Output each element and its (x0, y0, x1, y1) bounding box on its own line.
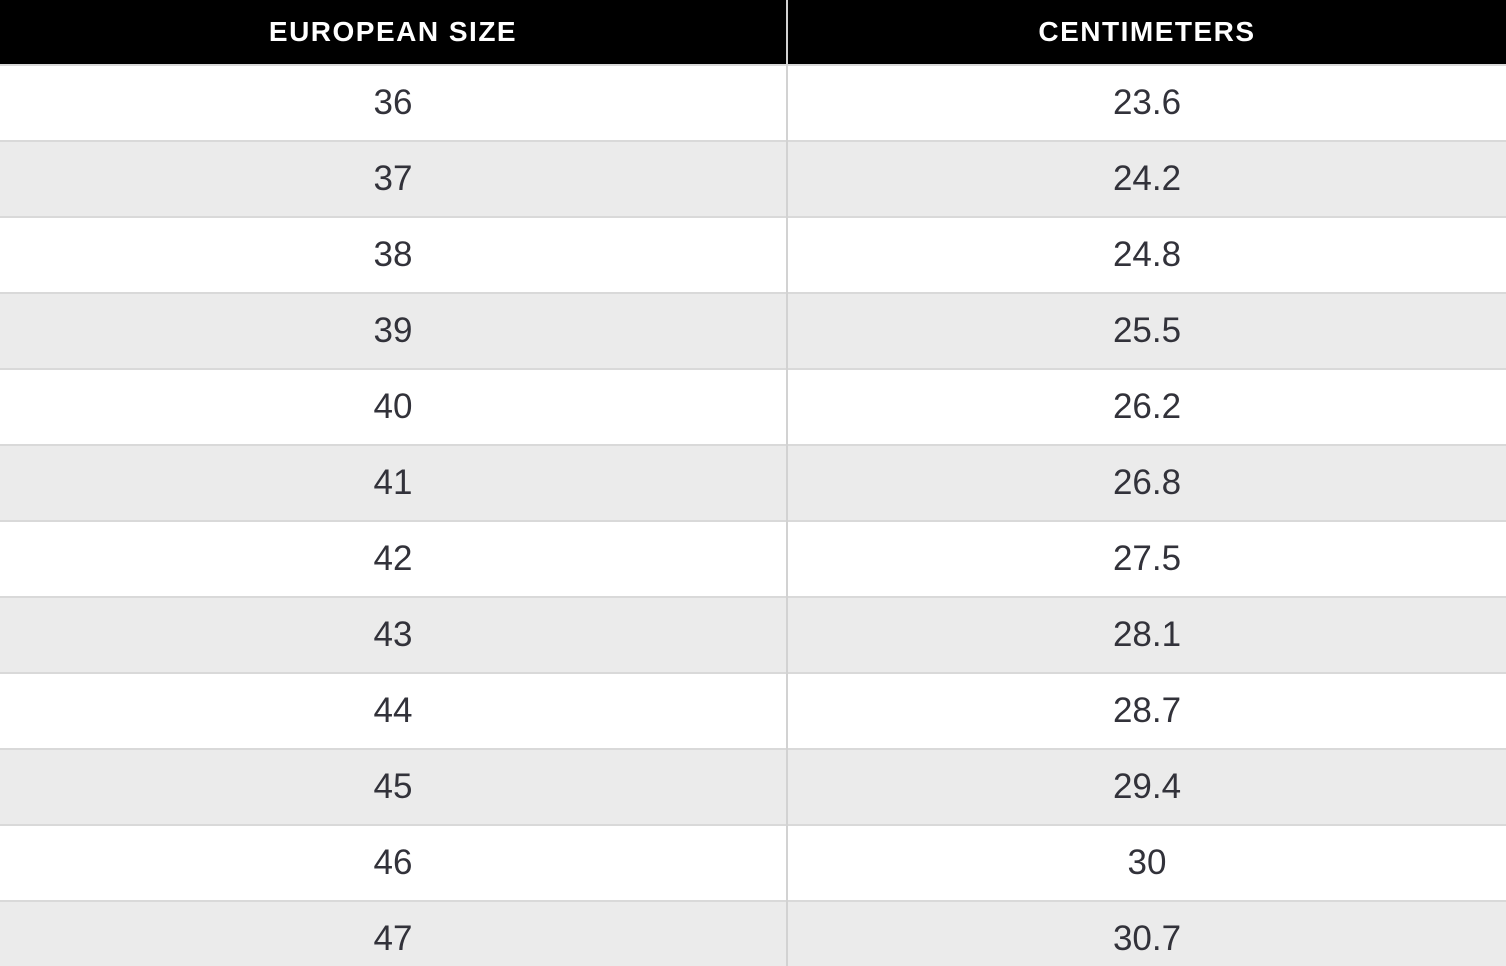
cell-centimeters: 28.1 (786, 596, 1506, 673)
table-row: 36 23.6 (0, 64, 1506, 141)
cell-european-size: 44 (0, 672, 787, 749)
table-row: 37 24.2 (0, 140, 1506, 217)
cell-european-size: 42 (0, 520, 787, 597)
cell-centimeters: 27.5 (786, 520, 1506, 597)
cell-european-size: 37 (0, 140, 787, 217)
cell-centimeters: 23.6 (786, 64, 1506, 141)
table-row: 43 28.1 (0, 596, 1506, 673)
cell-european-size: 45 (0, 748, 787, 825)
table-row: 47 30.7 (0, 900, 1506, 966)
table-row: 40 26.2 (0, 368, 1506, 445)
table-row: 46 30 (0, 824, 1506, 901)
cell-centimeters: 26.2 (786, 368, 1506, 445)
cell-centimeters: 30.7 (786, 900, 1506, 966)
cell-european-size: 36 (0, 64, 787, 141)
cell-european-size: 47 (0, 900, 787, 966)
cell-centimeters: 30 (786, 824, 1506, 901)
table-row: 41 26.8 (0, 444, 1506, 521)
cell-european-size: 39 (0, 292, 787, 369)
cell-european-size: 46 (0, 824, 787, 901)
cell-centimeters: 28.7 (786, 672, 1506, 749)
table-row: 39 25.5 (0, 292, 1506, 369)
cell-centimeters: 25.5 (786, 292, 1506, 369)
cell-centimeters: 24.2 (786, 140, 1506, 217)
table-body: 36 23.6 37 24.2 38 24.8 39 25.5 40 26.2 … (0, 64, 1506, 966)
table-row: 38 24.8 (0, 216, 1506, 293)
table-row: 44 28.7 (0, 672, 1506, 749)
table-row: 42 27.5 (0, 520, 1506, 597)
cell-centimeters: 24.8 (786, 216, 1506, 293)
table-row: 45 29.4 (0, 748, 1506, 825)
cell-centimeters: 29.4 (786, 748, 1506, 825)
header-row: EUROPEAN SIZE CENTIMETERS (0, 0, 1506, 65)
cell-european-size: 38 (0, 216, 787, 293)
column-header-european-size: EUROPEAN SIZE (0, 0, 787, 65)
column-header-centimeters: CENTIMETERS (786, 0, 1506, 65)
cell-european-size: 40 (0, 368, 787, 445)
cell-european-size: 43 (0, 596, 787, 673)
cell-european-size: 41 (0, 444, 787, 521)
cell-centimeters: 26.8 (786, 444, 1506, 521)
table-header: EUROPEAN SIZE CENTIMETERS (0, 0, 1506, 65)
